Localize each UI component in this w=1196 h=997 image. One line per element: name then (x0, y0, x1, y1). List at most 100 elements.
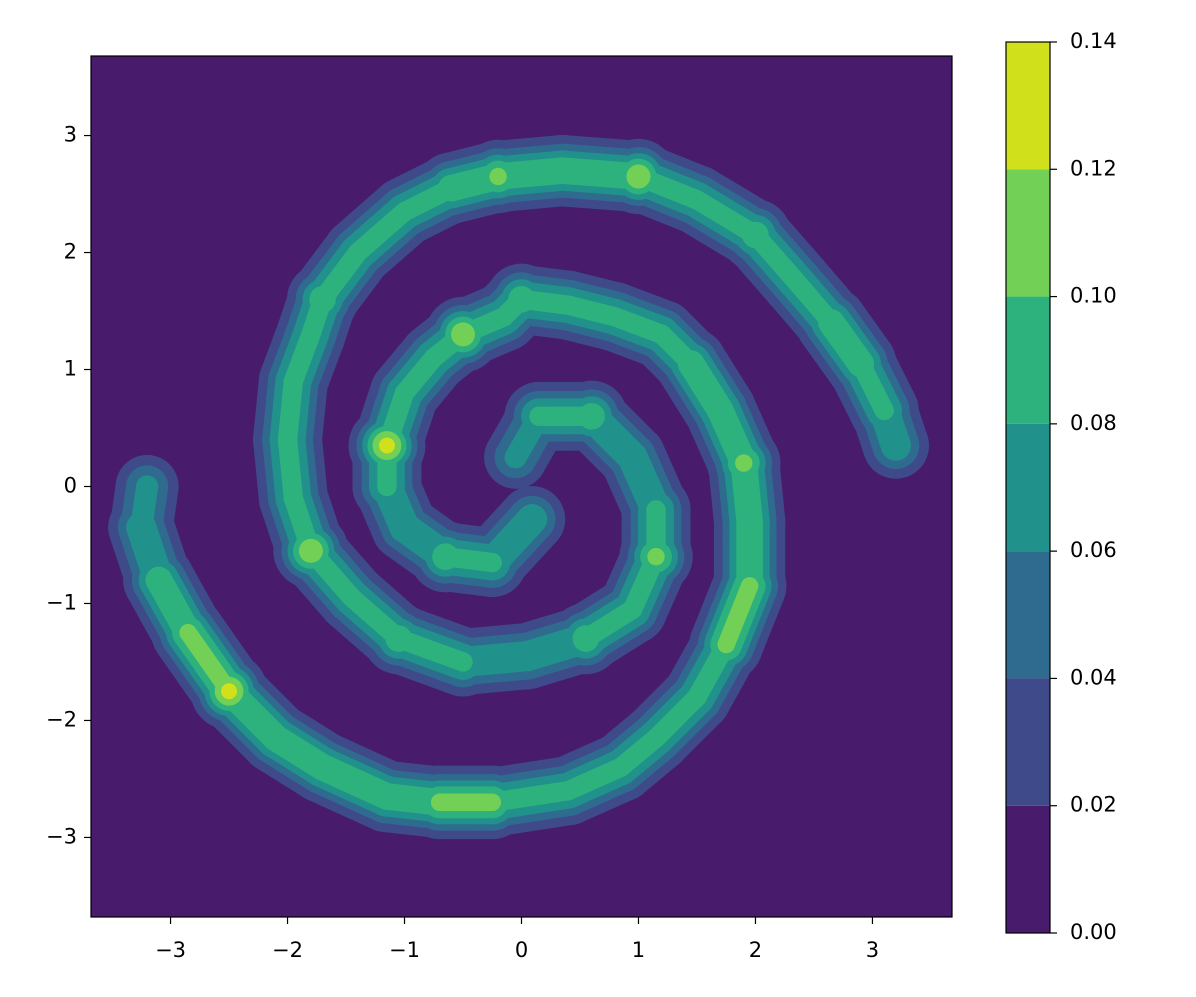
density-peak (529, 406, 549, 426)
colorbar-frame (1005, 41, 1051, 934)
density-peak (677, 350, 705, 377)
density-peak (377, 476, 397, 497)
density-peak (277, 430, 298, 450)
density-peak (432, 543, 459, 570)
density-peak (646, 728, 666, 748)
density-peak (880, 430, 911, 461)
density-peak (707, 397, 734, 424)
density-peak (394, 383, 415, 403)
y-tick-label: 3 (64, 123, 77, 147)
colorbar-band (1006, 678, 1050, 806)
y-tick-label: 0 (64, 474, 77, 498)
density-peak (786, 272, 807, 292)
density-peak (578, 403, 605, 430)
plot-area (91, 56, 952, 917)
density-peak (572, 625, 600, 652)
density-peak (549, 157, 576, 184)
density-peak (735, 454, 753, 472)
density-peak (874, 400, 894, 421)
contour-ridge (717, 577, 759, 654)
density-peak (626, 164, 651, 189)
contour-level (221, 437, 395, 700)
colorbar-tick-label: 0.02 (1070, 793, 1117, 817)
x-tick-label: 2 (749, 938, 762, 962)
colorbar-tick-label: 0.06 (1070, 538, 1117, 562)
density-peak (348, 242, 368, 263)
colorbar-tick-label: 0.00 (1070, 920, 1117, 944)
density-peak (818, 309, 845, 337)
density-peak (605, 307, 625, 327)
x-tick-label: 1 (632, 938, 645, 962)
colorbar-tick-label: 0.14 (1070, 29, 1117, 53)
density-peak (126, 512, 157, 543)
colorbar-band (1006, 423, 1050, 552)
density-peak (736, 508, 763, 535)
density-peak (262, 724, 290, 752)
x-tick-label: −3 (155, 938, 186, 962)
density-peak (611, 757, 631, 777)
density-peak (652, 324, 672, 345)
density-peak (450, 322, 476, 347)
y-tick-label: 2 (64, 240, 77, 264)
density-peak (482, 552, 502, 573)
density-peak (179, 624, 197, 642)
density-peak (309, 753, 336, 781)
density-peak (622, 599, 643, 619)
colorbar-tick-label: 0.08 (1070, 411, 1117, 435)
density-peak (136, 475, 159, 498)
colorbar-tick-label: 0.12 (1070, 156, 1117, 180)
colorbar-band (1006, 169, 1050, 297)
colorbar-band (1006, 805, 1050, 933)
y-tick-label: −2 (46, 707, 77, 731)
density-peak (489, 167, 507, 186)
x-tick-label: 0 (515, 938, 528, 962)
density-peak (379, 437, 395, 454)
density-peak (301, 324, 321, 345)
density-peak (373, 783, 401, 810)
density-peak (504, 446, 527, 469)
colorbar-band (1006, 551, 1050, 679)
density-peak (298, 538, 323, 563)
density-peak (516, 504, 548, 535)
y-tick-label: −1 (46, 590, 77, 614)
density-peak (617, 442, 648, 473)
axes: −3 −2 −1 0 1 2 3 −3 −2 −1 0 1 2 3 0.00 0.02 0.04 0.06 0.08… (46, 29, 1117, 962)
density-peak (430, 793, 449, 812)
density-peak (687, 190, 707, 210)
contour-ridge (277, 371, 304, 450)
density-peak (394, 201, 415, 222)
colorbar-band (1006, 296, 1050, 424)
density-peak (558, 295, 578, 315)
density-peak (742, 221, 769, 249)
x-tick-label: −1 (389, 938, 420, 962)
density-peak (646, 500, 666, 520)
density-peak (389, 512, 420, 543)
density-peak (453, 652, 473, 672)
density-peak (221, 683, 237, 700)
density-peak (483, 793, 501, 812)
density-peak (494, 307, 514, 327)
density-peak (385, 625, 412, 652)
density-peak (647, 548, 665, 566)
density-peak (512, 641, 543, 672)
density-peak (309, 286, 336, 313)
density-peak (558, 781, 578, 801)
contour-ridge (277, 430, 304, 508)
colorbar-tick-label: 0.04 (1070, 665, 1117, 689)
density-peak (438, 174, 465, 202)
y-tick-label: −3 (46, 824, 77, 848)
density-peak (145, 566, 173, 594)
y-tick-label: 1 (64, 357, 77, 381)
density-peak (687, 687, 707, 707)
density-peak (424, 348, 444, 368)
density-peak (508, 286, 535, 313)
density-peak (740, 577, 759, 595)
density-peak (283, 488, 304, 508)
contour-ridge (348, 201, 415, 263)
x-tick-label: 3 (866, 938, 879, 962)
density-peak (717, 635, 735, 654)
density-peak (342, 587, 362, 608)
colorbar-tick-label: 0.10 (1070, 284, 1117, 308)
density-peak (283, 371, 304, 391)
